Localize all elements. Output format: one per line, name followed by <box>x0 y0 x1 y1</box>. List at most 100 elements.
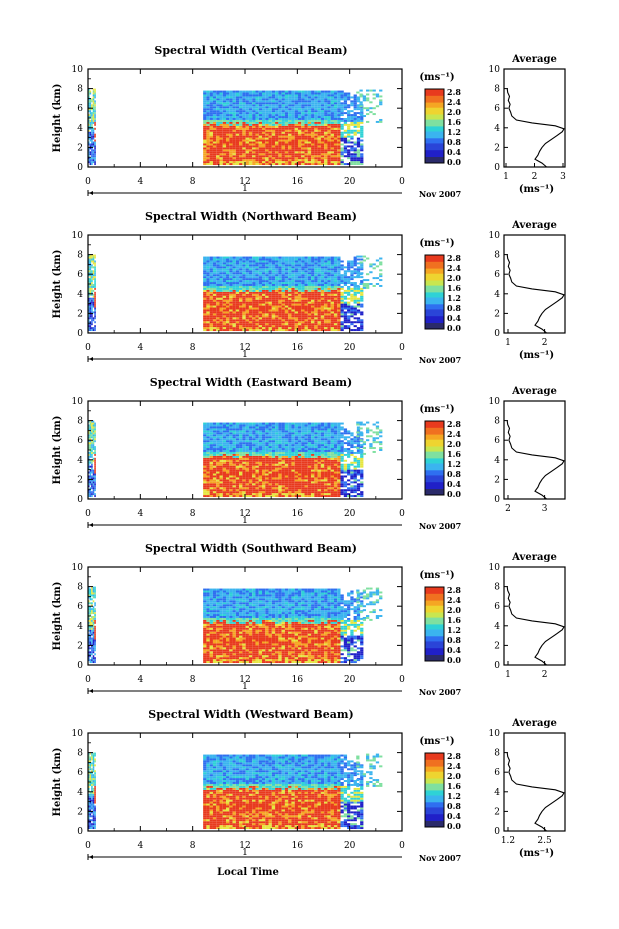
heatmap-cell <box>219 303 223 306</box>
heatmap-cell <box>252 278 256 281</box>
heatmap-cell <box>291 114 295 117</box>
heatmap-cell <box>216 313 220 316</box>
heatmap-cell <box>268 282 272 284</box>
heatmap-cell <box>330 102 334 105</box>
heatmap-cell <box>222 256 227 259</box>
heatmap-cell <box>288 313 292 316</box>
heatmap-cell <box>216 291 220 294</box>
heatmap-cell <box>294 319 298 322</box>
heatmap-cell <box>353 123 357 126</box>
heatmap-cell <box>281 321 285 324</box>
heatmap-cell <box>216 446 220 449</box>
heatmap-cell <box>291 108 295 111</box>
heatmap-cell <box>255 319 259 322</box>
colorbar-tick-label: 2.8 <box>447 87 461 97</box>
heatmap-cell <box>232 436 236 439</box>
heatmap-cell <box>281 96 285 99</box>
heatmap-cell <box>311 98 315 101</box>
heatmap-cell <box>91 307 93 310</box>
heatmap-cell <box>235 125 240 128</box>
heatmap-cell <box>203 426 207 429</box>
heatmap-cell <box>314 293 318 296</box>
heatmap-cell <box>360 116 364 118</box>
heatmap-cell <box>222 321 227 324</box>
heatmap-cell <box>311 163 315 166</box>
heatmap-cell <box>235 141 240 144</box>
heatmap-cell <box>91 459 93 462</box>
heatmap-cell <box>255 301 259 304</box>
heatmap-cell <box>92 141 95 144</box>
heatmap-cell <box>327 98 331 101</box>
heatmap-cell <box>330 262 334 265</box>
heatmap-cell <box>327 256 331 259</box>
heatmap-cell <box>333 125 338 128</box>
heatmap-cell <box>268 264 272 267</box>
heatmap-cell <box>239 487 243 490</box>
heatmap-cell <box>366 279 370 282</box>
heatmap-cell <box>206 260 210 263</box>
heatmap-cell <box>311 123 315 126</box>
heatmap-cell <box>255 260 259 263</box>
heatmap-cell <box>301 104 305 107</box>
heatmap-cell <box>307 94 312 97</box>
heatmap-cell <box>89 315 92 318</box>
heatmap-cell <box>333 145 338 148</box>
heatmap-cell <box>297 133 302 136</box>
heatmap-cell <box>91 440 93 443</box>
heatmap-cell <box>209 118 213 120</box>
heatmap-cell <box>88 461 90 464</box>
heatmap-cell <box>212 453 217 456</box>
heatmap-cell <box>301 317 305 320</box>
heatmap-cell <box>92 293 95 296</box>
heatmap-cell <box>262 92 266 95</box>
heatmap-cell <box>226 123 230 126</box>
heatmap-cell <box>242 485 246 488</box>
heatmap-cell <box>265 258 269 261</box>
heatmap-cell <box>337 268 341 271</box>
heatmap-cell <box>242 303 246 306</box>
heatmap-cell <box>92 303 95 306</box>
heatmap-cell <box>88 491 90 494</box>
heatmap-cell <box>278 284 282 286</box>
heatmap-cell <box>294 116 298 118</box>
heatmap-cell <box>324 114 328 117</box>
heatmap-cell <box>353 98 357 101</box>
heatmap-cell <box>284 123 289 126</box>
heatmap-cell <box>92 116 95 118</box>
heatmap-cell <box>235 327 240 330</box>
heatmap-cell <box>347 135 351 138</box>
heatmap-cell <box>301 129 305 132</box>
heatmap-cell <box>216 289 220 292</box>
heatmap-cell <box>242 301 246 304</box>
heatmap-cell <box>226 442 230 445</box>
heatmap-cell <box>232 141 236 144</box>
heatmap-cell <box>314 127 318 130</box>
heatmap-cell <box>212 96 217 99</box>
heatmap-cell <box>229 116 233 118</box>
heatmap-cell <box>356 321 361 324</box>
heatmap-cell <box>356 119 361 122</box>
heatmap-cell <box>311 112 315 115</box>
heatmap-cell <box>242 469 246 472</box>
heatmap-cell <box>209 311 213 314</box>
heatmap-cell <box>275 293 279 296</box>
heatmap-cell <box>304 315 308 318</box>
heatmap-cell <box>337 139 341 142</box>
profile-curve <box>506 88 565 168</box>
heatmap-cell <box>297 319 302 322</box>
heatmap-cell <box>209 284 213 286</box>
heatmap-cell <box>333 272 338 275</box>
heatmap-cell <box>209 143 213 146</box>
heatmap-cell <box>330 129 334 132</box>
colorbar-swatch <box>425 136 444 139</box>
heatmap-cell <box>88 131 90 134</box>
heatmap-cell <box>206 473 210 476</box>
heatmap-cell <box>91 477 93 480</box>
heatmap-cell <box>232 303 236 306</box>
heatmap-cell <box>324 270 328 273</box>
heatmap-cell <box>92 487 95 490</box>
heatmap-cell <box>245 317 249 320</box>
heatmap-cell <box>91 137 93 140</box>
heatmap-cell <box>294 274 298 277</box>
